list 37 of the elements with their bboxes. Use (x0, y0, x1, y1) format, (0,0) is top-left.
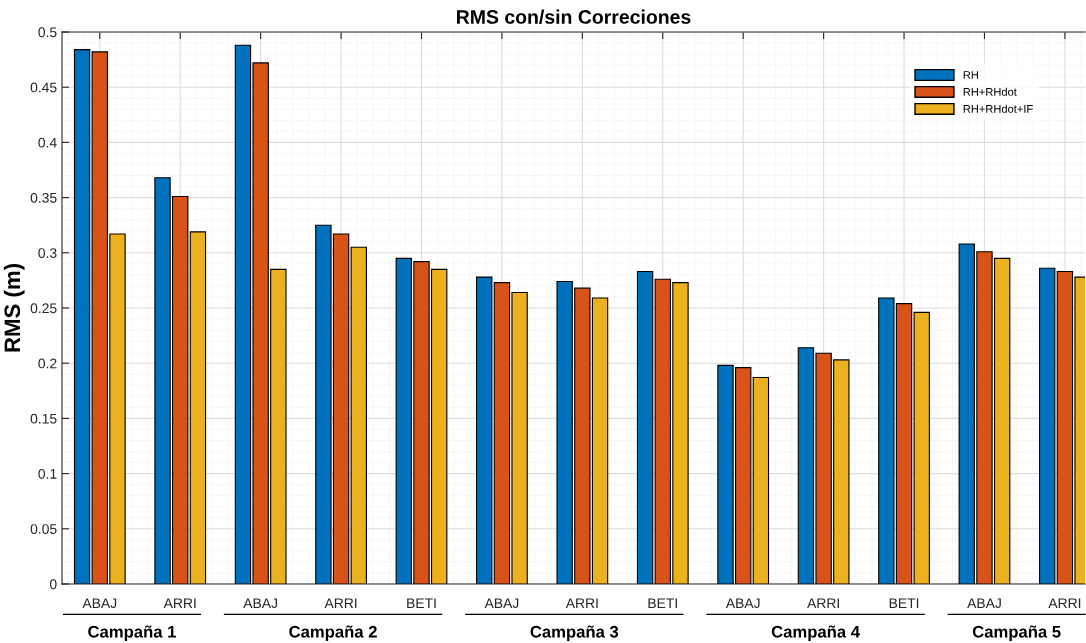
x-tick-label: BETI (648, 598, 677, 608)
y-tick-label: 0.5 (38, 27, 57, 38)
x-tick-label: ABAJ (243, 598, 277, 609)
x-tick-label: ARRI (565, 598, 598, 608)
y-tick-label: 0.3 (38, 248, 57, 258)
y-tick-label: 0.2 (38, 358, 57, 369)
x-tick-label: ARRI (163, 598, 196, 608)
x-tick-label: ARRI (1048, 598, 1081, 608)
x-tick-label: ARRI (807, 598, 839, 608)
y-tick-label: 0.25 (30, 303, 57, 314)
y-tick-label: 0.35 (30, 192, 57, 203)
x-tick-label: BETI (889, 598, 919, 608)
x-tick-label: ABAJ (967, 598, 1001, 609)
text: Campaña 2 (289, 625, 377, 641)
legend-label: RH (963, 71, 978, 79)
y-tick-label: 0.4 (38, 137, 57, 148)
text: Campaña 3 (530, 625, 619, 641)
x-tick-label: ARRI (324, 598, 357, 608)
legend-label: RH+RHdot+IF (963, 104, 1033, 113)
x-tick-label: BETI (407, 598, 436, 608)
bar (752, 376, 770, 584)
x-tick-label: ABAJ (484, 598, 519, 609)
y-tick-label: 0 (49, 579, 57, 590)
text: Campaña 5 (972, 625, 1061, 641)
legend-label: RH+RHdot (963, 87, 1017, 96)
y-tick-label: 0.1 (38, 468, 57, 479)
y-axis-title: RMS (m) (3, 264, 25, 352)
bar (1039, 267, 1056, 584)
chart-title: RMS con/sin Correciones (457, 9, 691, 25)
text: Campaña 4 (771, 625, 860, 641)
x-tick-label: ABAJ (725, 598, 760, 609)
y-tick-label: 0.15 (30, 413, 57, 424)
text: Campaña 1 (88, 625, 176, 641)
x-tick-label: ABAJ (82, 598, 117, 609)
y-tick-label: 0.05 (30, 524, 57, 534)
bar (73, 49, 91, 584)
y-tick-label: 0.45 (30, 82, 57, 93)
